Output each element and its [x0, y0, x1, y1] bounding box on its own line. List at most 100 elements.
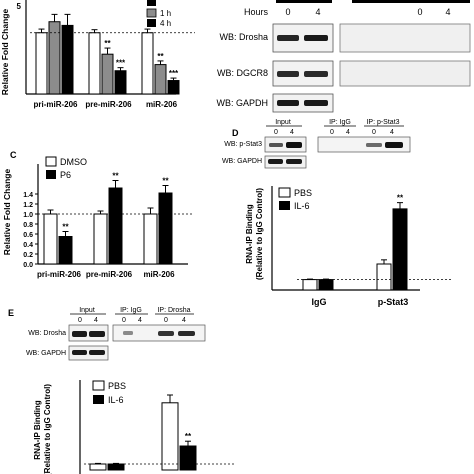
panel-d-category-label: IgG [312, 297, 327, 307]
panel-b-treatment-bar-1 [276, 0, 332, 3]
panel-b-lane-4-right: 4 [445, 7, 450, 17]
panel-a-bar [167, 80, 180, 95]
panel-c-category-labels: pri-miR-206 pre-miR-206 miR-206 [37, 270, 175, 279]
panel-a-category-label: pre-miR-206 [85, 100, 132, 109]
panel-a-legend-label-4h: 4 h [160, 19, 171, 28]
panel-d-lane-4: 4 [290, 129, 294, 136]
panel-d-band [268, 159, 283, 164]
panel-d-group-igg: IP: IgG [329, 119, 351, 126]
panel-d-bar [302, 279, 318, 291]
panel-a-legend-swatch-grey [146, 8, 157, 18]
panel-a-category-label: miR-206 [146, 100, 178, 109]
panel-e-lane-4: 4 [94, 317, 98, 324]
panel-e-band [123, 331, 133, 335]
panel-a-bar [61, 24, 74, 95]
panel-a-category-label: pri-miR-206 [33, 100, 78, 109]
panel-d-ylabel-2: (Relative to IgG Control) [255, 188, 264, 280]
panel-e-group-igg: IP: IgG [120, 307, 142, 314]
panel-a-legend-swatch-dark [147, 0, 156, 6]
panel-e: E Input IP: IgG IP: Drosha 0 4 0 4 0 4 W… [8, 307, 234, 474]
panel-a-bar [35, 32, 48, 95]
panel-d-lane-4-igg: 4 [346, 129, 350, 136]
panel-d-row-pstat3: WB: p-Stat3 [224, 141, 262, 148]
panel-e-ylabel-2: (Relative to IgG Control) [43, 384, 52, 474]
panel-d-bars: ** [297, 194, 451, 291]
panel-c-significance: ** [62, 223, 69, 232]
panel-c-legend-dmso: DMSO [60, 157, 87, 167]
panel-d-lane-0-igg: 0 [330, 129, 334, 136]
panel-e-row-gapdh: WB: GAPDH [26, 350, 66, 357]
panel-d-band [286, 159, 302, 164]
panel-a-legend-swatch-black [147, 19, 156, 27]
panel-e-group-input: Input [79, 307, 95, 314]
panel-b-blot-drosha-ip [339, 23, 471, 53]
panel-c-y-tick-label: 0.6 [23, 232, 33, 239]
panel-b-band [277, 35, 299, 41]
panel-d-bar [392, 208, 408, 291]
panel-d-legend-swatch-il6 [279, 201, 290, 210]
panel-a-bar [114, 70, 127, 95]
panel-c-y-tick-label: 0.2 [23, 252, 33, 259]
panel-b-band [277, 100, 299, 106]
panel-d-bar [376, 263, 392, 291]
panel-c-bar [93, 213, 108, 265]
panel-c-ylabel: Relative Fold Change [2, 169, 12, 256]
panel-e-bar [89, 463, 107, 471]
panel-a-ylabel: Relative Fold Change [0, 9, 10, 96]
panel-a-category-labels: pri-miR-206 pre-miR-206 miR-206 [33, 100, 177, 109]
panel-e-lane-4-igg: 4 [138, 317, 142, 324]
panel-a-top-tick: 5 [17, 2, 22, 11]
panel-c-bar [143, 213, 158, 265]
panel-e-legend-il6: IL-6 [108, 395, 124, 405]
panel-e-band [89, 331, 105, 337]
panel-d-lane-4-ip: 4 [390, 129, 394, 136]
panel-a-significance: *** [169, 69, 179, 78]
panel-c-y-tick-label: 1.4 [23, 192, 33, 199]
panel-c: C Relative Fold Change 0.0 0.2 0.4 0.6 0.8 1.… [2, 150, 194, 279]
panel-c-bar [158, 192, 173, 265]
panel-d-band [269, 143, 283, 147]
panel-b-treatment-bar-2 [352, 0, 470, 3]
panel-d-legend-swatch-pbs [278, 187, 291, 198]
panel-a-bar [154, 64, 167, 95]
panel-b-row-drosha: WB: Drosha [219, 32, 268, 42]
panel-b-hours-label: Hours [244, 7, 269, 17]
panel-a-significance: ** [157, 52, 164, 61]
panel-e-legend-pbs: PBS [108, 381, 126, 391]
panel-c-legend-p6: P6 [60, 170, 71, 180]
panel-c-significance: ** [112, 172, 119, 181]
panel-d-bar [318, 279, 334, 291]
panel-a-significance: ** [104, 39, 111, 48]
panel-e-bar [107, 463, 125, 471]
panel-c-y-tick-label: 0.4 [23, 242, 33, 249]
panel-e-lane-0-igg: 0 [122, 317, 126, 324]
panel-e-group-drosha: IP: Drosha [157, 307, 190, 314]
panel-d-band [385, 142, 403, 148]
panel-e-bars: ** [84, 394, 234, 471]
panel-d-letter: D [232, 128, 239, 138]
panel-c-bar [58, 236, 73, 265]
panel-b: Hours 0 4 0 4 WB: Drosha WB: DGCR8 WB: G… [216, 0, 471, 113]
panel-b-row-gapdh: WB: GAPDH [216, 98, 268, 108]
panel-d: D Input IP: IgG IP: p-Stat3 0 4 0 4 0 4 … [222, 119, 451, 307]
panel-e-blot-gapdh [68, 345, 109, 361]
panel-d-blot-input [264, 136, 307, 153]
panel-e-letter: E [8, 308, 14, 318]
panel-d-blot-ip [317, 136, 411, 153]
panel-e-row-drosha: WB: Drosha [28, 330, 66, 337]
panel-c-y-tick-label: 0.8 [23, 222, 33, 229]
panel-c-legend-swatch-p6 [46, 170, 56, 179]
panel-d-legend-il6: IL-6 [294, 201, 310, 211]
panel-c-significance: ** [162, 177, 169, 186]
panel-c-letter: C [10, 150, 17, 160]
panel-e-lane-0-ip: 0 [164, 317, 168, 324]
panel-a-bar [141, 32, 154, 95]
panel-c-bar [43, 213, 58, 265]
panel-d-group-pstat3: IP: p-Stat3 [366, 119, 399, 126]
panel-b-row-dgcr8: WB: DGCR8 [217, 68, 268, 78]
panel-c-bar [108, 187, 123, 265]
panel-e-bar [179, 445, 197, 471]
panel-b-lane-4: 4 [315, 7, 320, 17]
panel-b-lane-0: 0 [285, 7, 290, 17]
